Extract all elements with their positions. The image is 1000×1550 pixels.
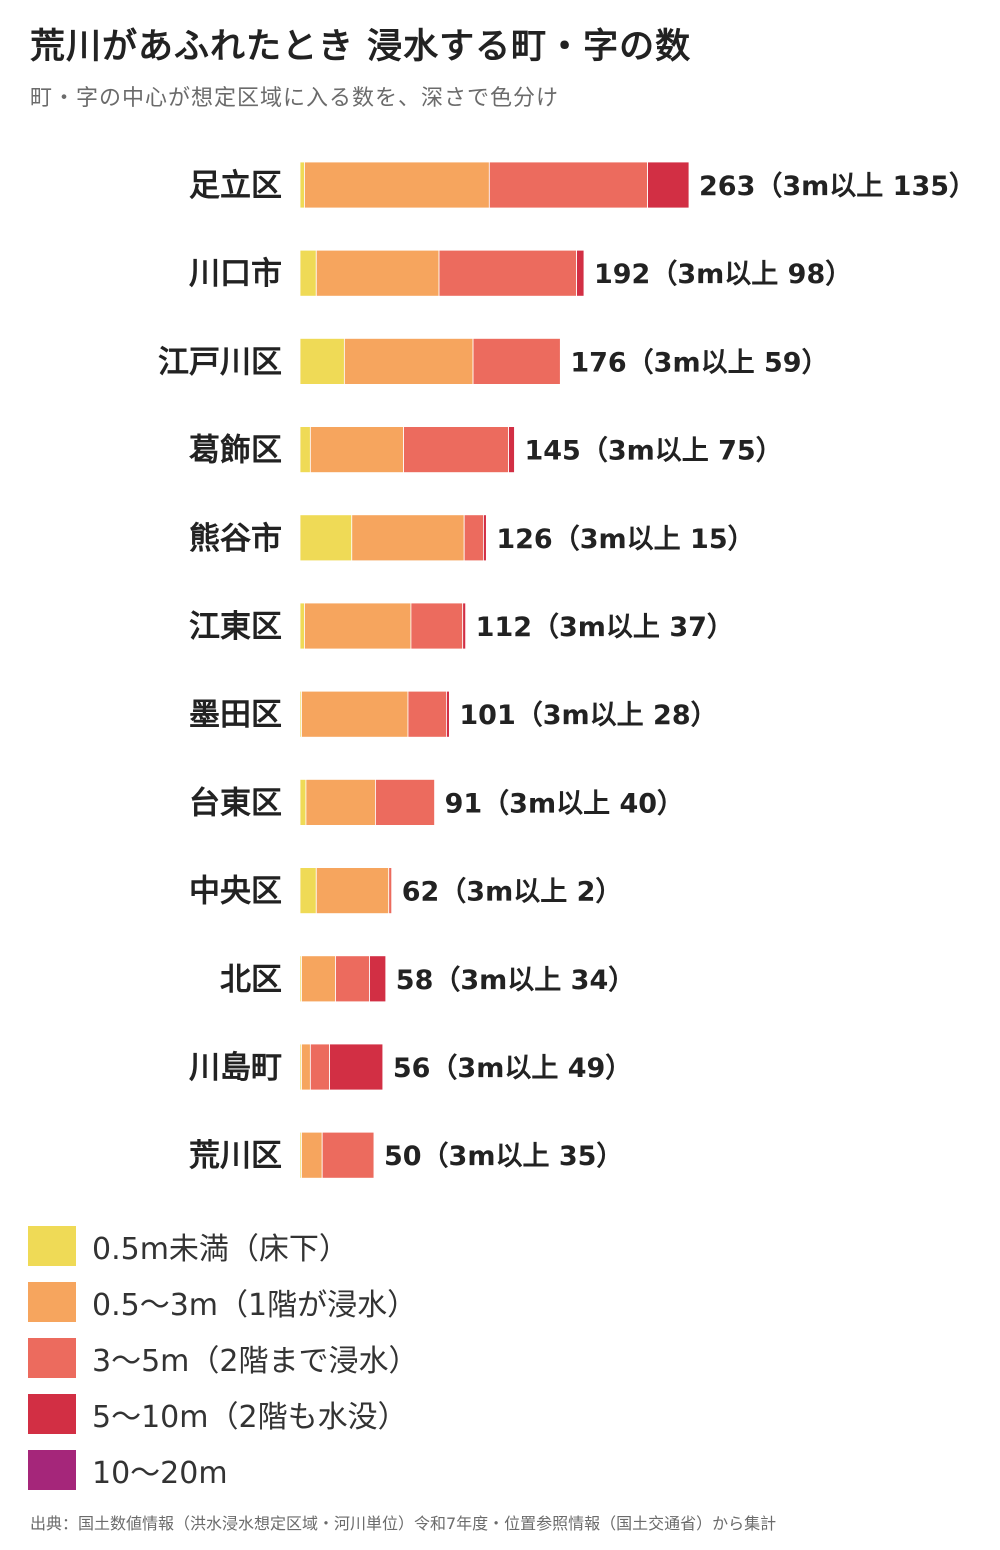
legend-item: 3〜5m（2階まで浸水）	[28, 1330, 418, 1386]
legend-swatch	[28, 1282, 76, 1322]
bar-segment	[309, 426, 404, 474]
bar-segment	[301, 955, 336, 1003]
bar-segment	[315, 867, 390, 914]
legend-label: 0.5m未満（床下）	[92, 1232, 349, 1267]
total-label: 50（3m以上 35）	[384, 1141, 623, 1172]
bar-segment	[375, 779, 435, 826]
total-label: 192（3m以上 98）	[594, 259, 852, 290]
source-note: 出典：国土数値情報（洪水浸水想定区域・河川単位）令和7年度・位置参照情報（国土交…	[30, 1514, 777, 1533]
legend-item: 10〜20m	[28, 1442, 418, 1498]
legend-label: 5〜10m（2階も水没）	[92, 1400, 408, 1435]
bar-segment	[301, 1043, 311, 1091]
bar-segment	[508, 426, 515, 474]
bar-segment	[403, 426, 509, 474]
total-label: 126（3m以上 15）	[496, 524, 754, 555]
total-label: 56（3m以上 49）	[393, 1053, 632, 1084]
bar-segment	[438, 249, 577, 297]
legend-label: 10〜20m	[92, 1456, 228, 1491]
bar-segment	[369, 955, 387, 1003]
total-label: 62（3m以上 2）	[402, 877, 623, 908]
legend-swatch	[28, 1450, 76, 1490]
total-label: 263（3m以上 135）	[699, 171, 976, 202]
bar-segment	[299, 337, 345, 385]
bar-segment	[301, 1131, 323, 1179]
bar-segment	[446, 690, 450, 738]
category-label: 江戸川区	[158, 344, 282, 380]
bar-segment	[351, 514, 465, 562]
bar-segment	[315, 249, 440, 297]
legend-item: 5〜10m（2階も水没）	[28, 1386, 418, 1442]
bar-segment	[299, 161, 305, 209]
category-label: 荒川区	[189, 1138, 282, 1174]
total-label: 176（3m以上 59）	[570, 347, 828, 378]
category-label: 川島町	[189, 1050, 282, 1086]
legend-item: 0.5m未満（床下）	[28, 1218, 418, 1274]
bar-segment	[388, 867, 393, 914]
bar-segment	[299, 602, 305, 650]
legend-swatch	[28, 1394, 76, 1434]
category-label: 北区	[220, 962, 282, 998]
category-label: 江東区	[189, 609, 282, 645]
bar-segment	[488, 161, 648, 209]
bar-segment	[462, 602, 467, 650]
category-label: 中央区	[189, 874, 282, 910]
bar-segment	[305, 779, 376, 826]
bar-segment	[299, 249, 317, 297]
chart-subtitle: 町・字の中心が想定区域に入る数を、深さで色分け	[30, 86, 560, 111]
bar-segment	[483, 514, 487, 562]
category-label: 川口市	[189, 256, 282, 292]
total-label: 145（3m以上 75）	[524, 436, 782, 467]
bar-segment	[299, 867, 317, 914]
category-label: 墨田区	[189, 697, 282, 733]
total-label: 112（3m以上 37）	[476, 612, 734, 643]
legend: 0.5m未満（床下） 0.5〜3m（1階が浸水） 3〜5m（2階まで浸水） 5〜…	[28, 1218, 418, 1498]
bar-segment	[304, 602, 412, 650]
category-label: 葛飾区	[189, 433, 282, 469]
category-label: 熊谷市	[189, 521, 282, 557]
bar-segment	[321, 1131, 375, 1179]
legend-label: 3〜5m（2階まで浸水）	[92, 1344, 419, 1379]
bar-segment	[329, 1043, 384, 1091]
bar-segment	[343, 337, 474, 385]
bar-segment	[299, 779, 307, 826]
total-label: 101（3m以上 28）	[459, 700, 717, 731]
chart-title: 荒川があふれたとき 浸水する町・字の数	[30, 27, 692, 67]
bar-segment	[301, 690, 409, 738]
category-label: 足立区	[189, 168, 282, 204]
bar-segment	[410, 602, 464, 650]
bar-segment	[309, 1043, 330, 1091]
stacked-bar-chart: 足立区 263（3m以上 135） 川口市 192（3m以上 98） 江戸川区 176（3…	[158, 161, 976, 1179]
bar-segment	[299, 514, 353, 562]
bar-segment	[304, 161, 490, 209]
bar-segment	[472, 337, 561, 385]
legend-swatch	[28, 1226, 76, 1266]
bar-segment	[299, 426, 311, 474]
total-label: 91（3m以上 40）	[445, 788, 684, 819]
legend-label: 0.5〜3m（1階が浸水）	[92, 1288, 418, 1323]
total-label: 58（3m以上 34）	[396, 965, 635, 996]
bar-segment	[463, 514, 484, 562]
category-label: 台東区	[189, 785, 282, 821]
legend-item: 0.5〜3m（1階が浸水）	[28, 1274, 418, 1330]
bar-segment	[576, 249, 585, 297]
legend-swatch	[28, 1338, 76, 1378]
bar-segment	[335, 955, 370, 1003]
bar-segment	[407, 690, 447, 738]
bar-segment	[647, 161, 690, 209]
